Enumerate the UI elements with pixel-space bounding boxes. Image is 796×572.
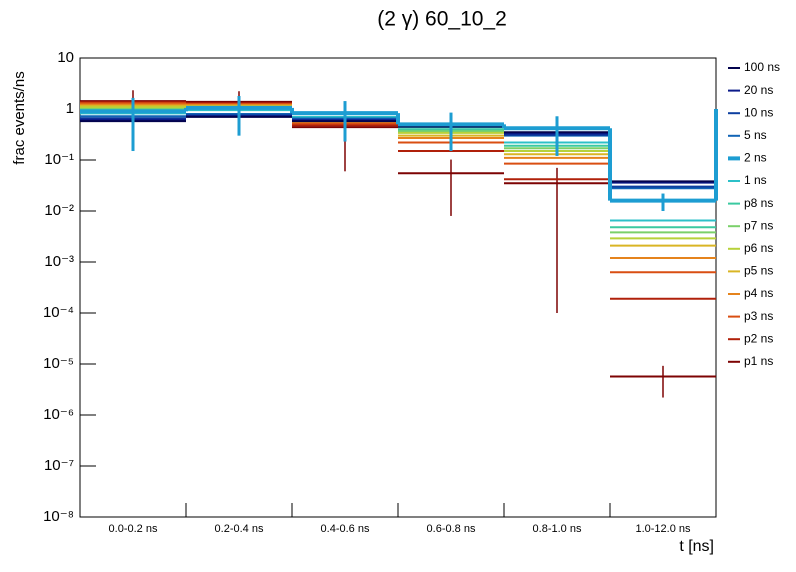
y-axis-label: frac events/ns (11, 71, 28, 164)
legend-label: 10 ns (744, 105, 773, 119)
y-tick-label: 10⁻⁷ (44, 457, 74, 474)
legend-label: p7 ns (744, 218, 773, 232)
chart-title: (2 γ) 60_10_2 (377, 8, 507, 31)
y-tick-label: 10⁻⁸ (43, 508, 74, 525)
x-tick-label: 0.2-0.4 ns (215, 523, 264, 535)
y-tick-label: 1 (66, 100, 74, 117)
legend-label: p4 ns (744, 286, 773, 300)
legend-label: p8 ns (744, 196, 773, 210)
legend-label: p1 ns (744, 354, 773, 368)
x-tick-label: 1.0-12.0 ns (635, 523, 691, 535)
y-tick-label: 10 (57, 49, 74, 66)
legend-label: 20 ns (744, 83, 773, 97)
y-tick-label: 10⁻³ (44, 253, 74, 270)
legend-label: 2 ns (744, 151, 767, 165)
legend-label: 100 ns (744, 60, 780, 74)
x-tick-label: 0.6-0.8 ns (427, 523, 476, 535)
x-tick-label: 0.0-0.2 ns (109, 523, 158, 535)
legend-label: p5 ns (744, 264, 773, 278)
y-tick-label: 10⁻² (44, 202, 74, 219)
y-tick-label: 10⁻⁵ (43, 355, 74, 372)
legend-label: p2 ns (744, 331, 773, 345)
y-tick-label: 10⁻⁶ (43, 406, 74, 423)
x-tick-label: 0.4-0.6 ns (321, 523, 370, 535)
legend-label: p3 ns (744, 309, 773, 323)
y-tick-label: 10⁻⁴ (43, 304, 74, 321)
x-axis-label: t [ns] (679, 538, 714, 555)
x-tick-label: 0.8-1.0 ns (533, 523, 582, 535)
legend-label: 1 ns (744, 173, 767, 187)
legend-label: 5 ns (744, 128, 767, 142)
y-tick-label: 10⁻¹ (44, 151, 74, 168)
legend-label: p6 ns (744, 241, 773, 255)
